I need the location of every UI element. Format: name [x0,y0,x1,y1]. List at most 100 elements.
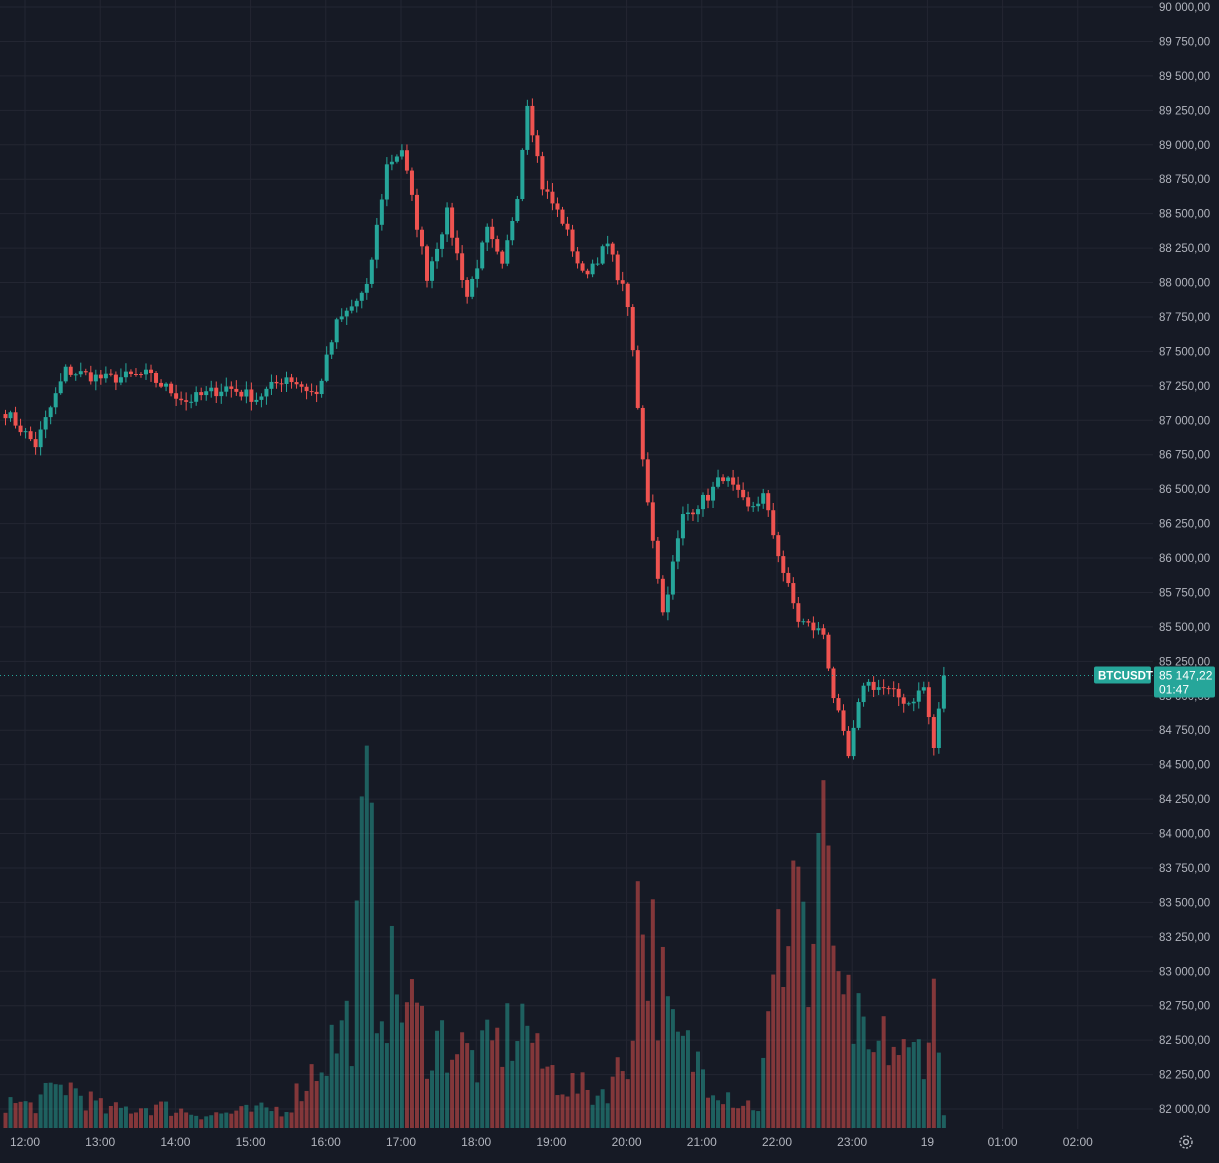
candle[interactable] [384,157,389,207]
candle[interactable] [866,679,871,692]
candle[interactable] [590,259,595,278]
candle[interactable] [485,223,490,251]
candle[interactable] [304,383,309,400]
candle[interactable] [68,364,73,377]
candle[interactable] [53,387,58,415]
candle[interactable] [8,410,13,422]
candle[interactable] [811,616,816,639]
candle[interactable] [570,224,575,257]
candle[interactable] [319,378,324,398]
candle[interactable] [450,202,455,246]
candle[interactable] [209,380,214,398]
candle[interactable] [314,385,319,403]
candle[interactable] [470,276,475,300]
price-axis[interactable]: 82 000,00 82 250,00 82 500,00 82 750,00 83 0… [1159,2,1210,1116]
candle[interactable] [610,241,615,262]
candle[interactable] [510,217,515,246]
candle[interactable] [269,374,274,396]
candle[interactable] [881,679,886,695]
candle[interactable] [359,291,364,309]
candle[interactable] [349,299,354,314]
candle[interactable] [645,452,650,506]
candle[interactable] [776,531,781,563]
candle[interactable] [174,384,179,406]
settings-icon[interactable] [1177,1133,1195,1151]
candle[interactable] [169,381,174,397]
candle[interactable] [88,365,93,385]
candle[interactable] [525,99,530,155]
candle[interactable] [660,575,665,616]
candle[interactable] [98,369,103,385]
candle[interactable] [731,469,736,491]
candle[interactable] [701,492,706,517]
candle[interactable] [916,682,921,709]
candle[interactable] [640,405,645,467]
candle[interactable] [941,666,946,713]
candle[interactable] [520,148,525,202]
candle[interactable] [550,183,555,211]
candle[interactable] [399,144,404,160]
candle[interactable] [13,406,18,429]
candle[interactable] [33,431,38,455]
candle[interactable] [630,304,635,357]
candle[interactable] [244,381,249,404]
candle[interactable] [896,683,901,707]
candle[interactable] [214,381,219,404]
candle[interactable] [670,555,675,600]
candle[interactable] [490,218,495,248]
candle[interactable] [876,679,881,696]
candle[interactable] [204,386,209,401]
candle[interactable] [555,197,560,218]
candle[interactable] [675,530,680,570]
candle[interactable] [78,362,83,378]
candle[interactable] [746,491,751,512]
candle[interactable] [736,476,741,498]
candle[interactable] [580,261,585,273]
candle[interactable] [144,363,149,380]
candle[interactable] [264,386,269,405]
candle[interactable] [224,377,229,397]
candle[interactable] [530,98,535,143]
candle[interactable] [620,271,625,292]
candle[interactable] [465,277,470,304]
candle[interactable] [329,339,334,359]
candle[interactable] [836,693,841,713]
candle[interactable] [364,278,369,300]
candle[interactable] [801,618,806,625]
candle[interactable] [650,494,655,549]
candle[interactable] [63,364,68,384]
candle[interactable] [680,506,685,546]
candle[interactable] [404,144,409,174]
candle[interactable] [600,244,605,265]
candle[interactable] [73,372,78,381]
candle[interactable] [259,393,264,408]
candle[interactable] [239,389,244,401]
candle[interactable] [28,426,33,442]
candle[interactable] [18,418,23,436]
candle[interactable] [299,381,304,393]
candle[interactable] [741,482,746,501]
candle[interactable] [189,394,194,409]
time-axis[interactable]: 12:00 13:00 14:00 15:00 16:00 17:00 18:00 19:00… [10,1135,1093,1149]
candle[interactable] [711,481,716,508]
candle[interactable] [93,369,98,391]
candle[interactable] [430,256,435,289]
candle[interactable] [334,317,339,349]
candle[interactable] [199,387,204,401]
candle[interactable] [615,250,620,285]
candle[interactable] [886,685,891,695]
candle[interactable] [254,392,259,405]
candle[interactable] [690,509,695,521]
candle[interactable] [460,245,465,288]
candle[interactable] [194,386,199,406]
candle[interactable] [771,502,776,539]
candle[interactable] [575,247,580,269]
candle[interactable] [279,378,284,392]
candle[interactable] [389,154,394,171]
candle[interactable] [58,373,63,395]
candle[interactable] [379,193,384,231]
candle[interactable] [931,714,936,756]
candle[interactable] [435,242,440,269]
candle[interactable] [796,596,801,628]
